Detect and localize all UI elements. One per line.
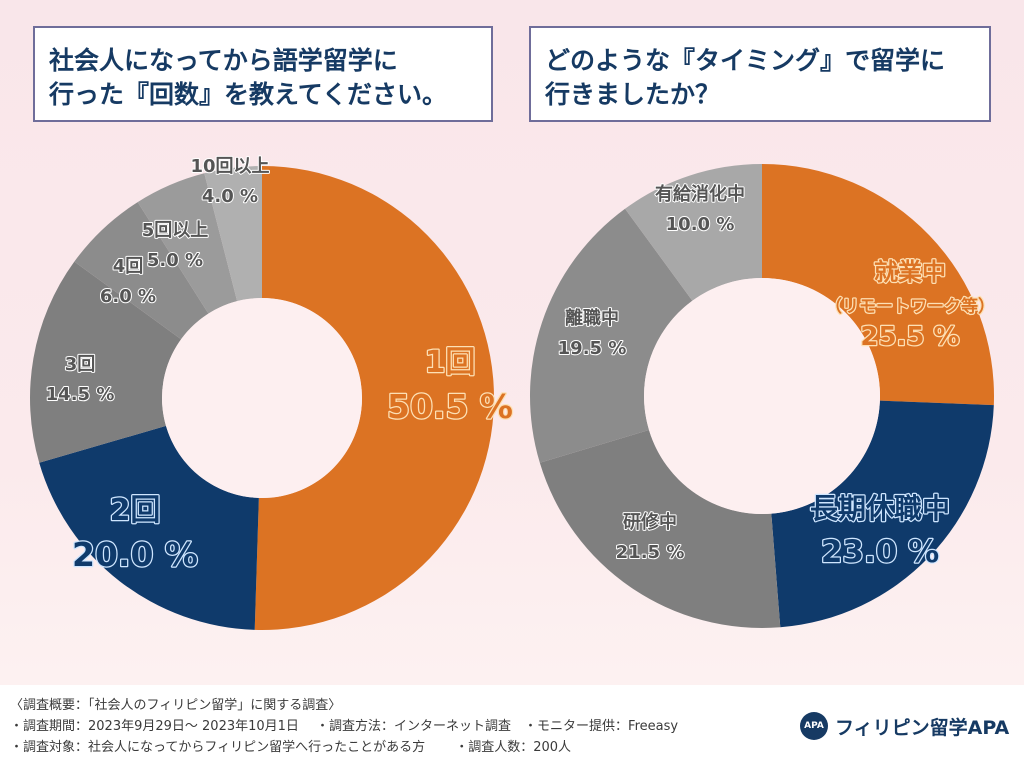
- slice-value-label: 5.0 %: [147, 250, 203, 271]
- slice-category-label: 4回: [113, 256, 144, 277]
- donut-slice: [539, 429, 781, 628]
- slice-category-label: 研修中: [623, 511, 677, 533]
- brand-logo: APA フィリピン留学APA: [800, 712, 1009, 740]
- survey-overview: 〈調査概要：「社会人のフィリピン留学」に関する調査〉: [10, 698, 342, 713]
- donut-slice: [39, 425, 259, 630]
- survey-period-method: ・調査期間：2023年9月29日～ 2023年10月1日 ・調査方法：インターネ…: [10, 719, 679, 734]
- question-text-line1: 社会人になってから語学留学に: [49, 46, 398, 75]
- donut-slice: [771, 400, 994, 628]
- slice-category-label: 2回: [110, 493, 161, 528]
- brand-name: フィリピン留学APA: [835, 716, 1010, 739]
- slice-value-label: 14.5 %: [46, 384, 115, 405]
- slice-category-label: 3回: [65, 354, 96, 375]
- question-text-line2: 行った『回数』を教えてください。: [49, 80, 448, 109]
- question-text-line1: どのような『タイミング』で留学に: [545, 46, 946, 75]
- slice-category-label: 有給消化中: [655, 183, 745, 205]
- slice-value-label: 6.0 %: [100, 286, 156, 307]
- donut-slice: [29, 261, 182, 463]
- slice-value-label: 10.0 %: [666, 214, 735, 235]
- slice-category-label: 長期休職中: [810, 492, 950, 525]
- donut-slice: [74, 202, 209, 340]
- donut-slice: [254, 166, 495, 630]
- apa-logo-icon: APA: [800, 712, 828, 740]
- slice-category-label: （リモートワーク等）: [825, 296, 995, 317]
- question-box-count: 社会人になってから語学留学に 行った『回数』を教えてください。: [33, 26, 493, 122]
- slice-value-label: 23.0 %: [821, 534, 939, 570]
- question-box-timing: どのような『タイミング』で留学に 行きましたか？: [529, 26, 991, 122]
- slice-value-label: 25.5 %: [860, 322, 959, 352]
- slice-category-label: 1回: [425, 345, 476, 380]
- slice-category-label: 就業中: [874, 258, 946, 286]
- donut-slice: [625, 164, 762, 301]
- question-text-line2: 行きましたか？: [545, 80, 721, 109]
- donut-slice: [137, 173, 238, 314]
- slice-category-label: 5回以上: [142, 220, 209, 241]
- slice-value-label: 21.5 %: [616, 542, 685, 563]
- slice-value-label: 19.5 %: [558, 338, 627, 359]
- donut-slice: [204, 166, 262, 302]
- donut-charts: 1回 50.5 % 2回 20.0 % 3回 14.5 % 4回 6.0 % 5回以上 5.0 %…: [29, 155, 996, 630]
- donut-slice: [762, 164, 994, 406]
- slice-value-label: 50.5 %: [387, 387, 513, 426]
- slice-category-label: 離職中: [565, 307, 619, 329]
- survey-target-count: ・調査対象：社会人になってからフィリピン留学へ行ったことがある方 ・調査人数：2…: [10, 740, 572, 755]
- slice-category-label: 10回以上: [190, 156, 269, 177]
- donut-hole: [162, 298, 362, 498]
- slice-value-label: 20.0 %: [72, 535, 198, 574]
- survey-footer: 〈調査概要：「社会人のフィリピン留学」に関する調査〉 ・調査期間：2023年9月…: [0, 685, 1024, 768]
- donut-hole: [644, 278, 880, 514]
- slice-value-label: 4.0 %: [202, 186, 258, 207]
- donut-slice: [530, 208, 693, 463]
